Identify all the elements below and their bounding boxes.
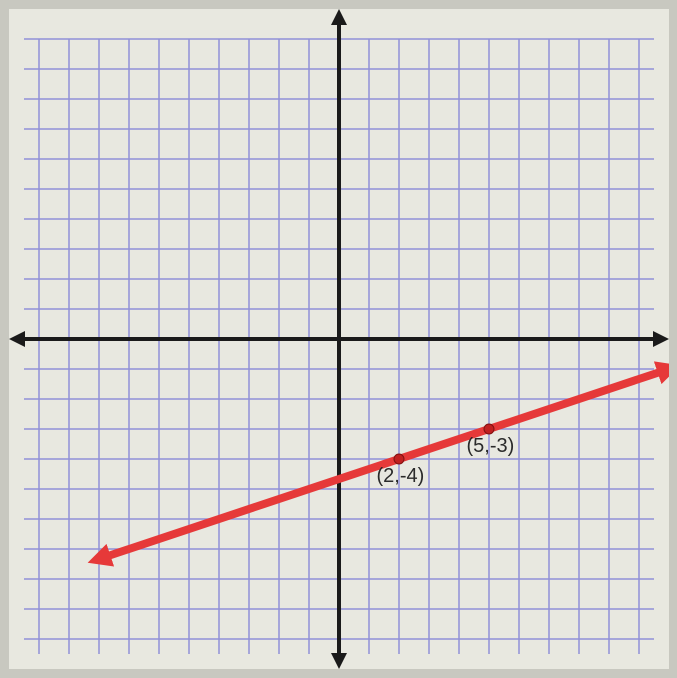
chart-svg: [9, 9, 669, 669]
data-point: [484, 424, 494, 434]
coordinate-plane: (2,-4)(5,-3): [9, 9, 669, 669]
plotted-line: [99, 369, 669, 559]
data-point: [394, 454, 404, 464]
